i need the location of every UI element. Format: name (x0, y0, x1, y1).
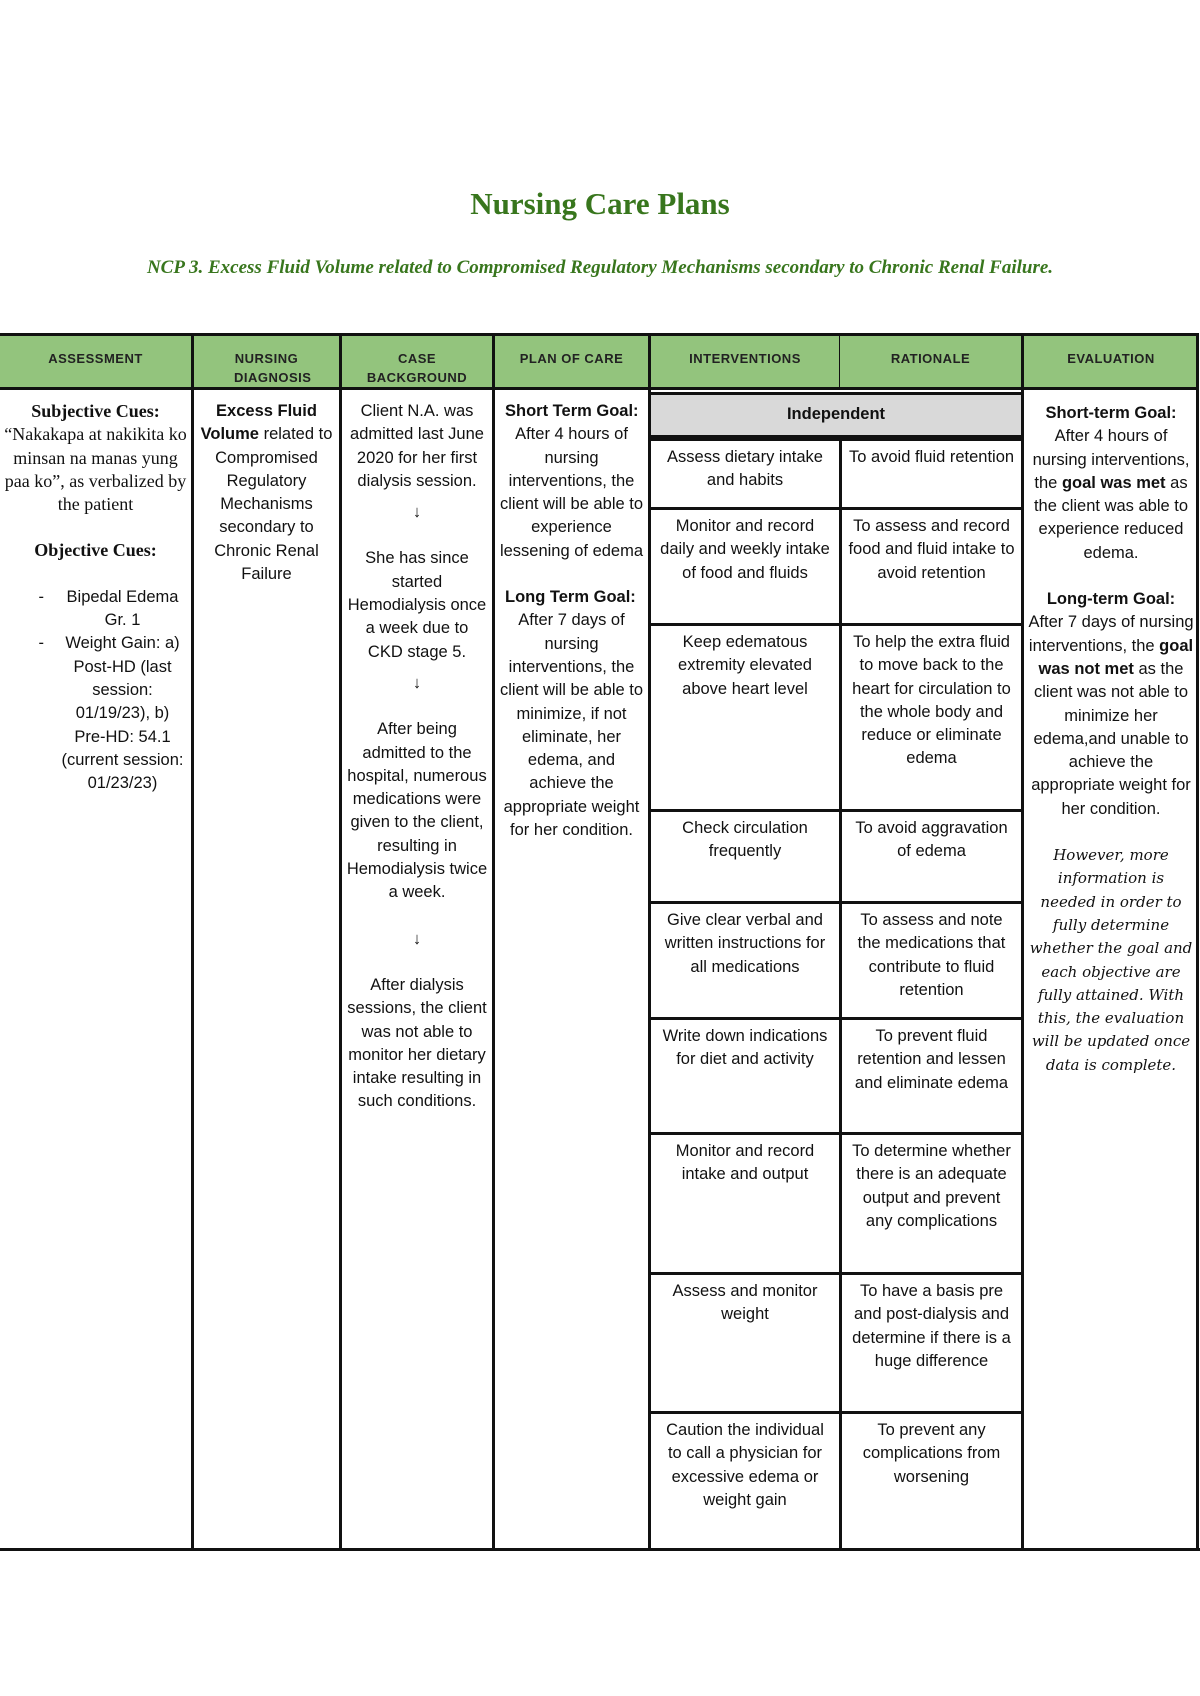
evaluation-cell: Short-term Goal: After 4 hours of nursin… (1021, 390, 1198, 1550)
rationale-cell: To prevent fluid retention and lessen an… (839, 1017, 1021, 1132)
case-paragraph: Client N.A. was admitted last June 2020 … (350, 402, 484, 490)
rationale-cell: To avoid fluid retention (839, 438, 1021, 507)
intervention-cell: Keep edematous extremity elevated above … (648, 623, 839, 809)
diagnosis-text: related to Compromised Regulatory Mechan… (214, 425, 333, 584)
intervention-cell: Assess dietary intake and habits (648, 438, 839, 507)
rationale-cell: To prevent any complications from worsen… (839, 1411, 1021, 1550)
header-label: NURSING DIAGNOSIS (234, 351, 312, 385)
header-case-background: CASE BACKGROUND (339, 333, 492, 390)
rationale-cell: To help the extra fluid to move back to … (839, 623, 1021, 809)
long-term-goal-label: Long Term Goal: (505, 588, 636, 607)
intervention-cell: Caution the individual to call a physici… (648, 1411, 839, 1550)
rationale-cell: To have a basis pre and post-dialysis an… (839, 1272, 1021, 1411)
case-paragraph: After being admitted to the hospital, nu… (346, 720, 488, 902)
header-label: INTERVENTIONS (689, 351, 801, 366)
rationale-cell: To assess and record food and fluid inta… (839, 507, 1021, 623)
header-plan-of-care: PLAN OF CARE (492, 333, 648, 390)
eval-long-label: Long-term Goal: (1046, 590, 1176, 609)
rationale-cell: To avoid aggravation of edema (839, 809, 1021, 901)
header-label: ASSESSMENT (48, 351, 143, 366)
intervention-cell: Monitor and record intake and output (648, 1132, 839, 1272)
objective-item: - Bipedal Edema Gr. 1 (38, 587, 179, 630)
header-label: CASE BACKGROUND (366, 351, 468, 385)
header-nursing-diagnosis: NURSING DIAGNOSIS (191, 333, 339, 390)
eval-long-text: After 7 days of nursing interventions, t… (1028, 613, 1194, 818)
intervention-cell: Monitor and record daily and weekly inta… (648, 507, 839, 623)
arrow-down-icon: ↓ (412, 503, 422, 522)
short-term-goal-text: After 4 hours of nursing interventions, … (499, 425, 644, 560)
diagnosis-bold: Excess Fluid Volume (200, 402, 317, 444)
plan-of-care-cell: Short Term Goal: After 4 hours of nursin… (492, 390, 648, 1550)
eval-short-text: After 4 hours of nursing interventions, … (1032, 427, 1190, 562)
header-label: EVALUATION (1067, 351, 1155, 366)
table-right-border (1196, 333, 1199, 1551)
arrow-down-icon: ↓ (412, 673, 422, 692)
page-subtitle: NCP 3. Excess Fluid Volume related to Co… (146, 257, 1054, 278)
intervention-cell: Assess and monitor weight (648, 1272, 839, 1411)
case-paragraph: After dialysis sessions, the client was … (347, 975, 487, 1111)
header-rationale: RATIONALE (839, 333, 1021, 390)
arrow-down-icon: ↓ (412, 929, 422, 948)
header-label: RATIONALE (890, 351, 971, 366)
nursing-diagnosis-cell: Excess Fluid Volume related to Compromis… (191, 390, 339, 1550)
rationale-cell: To assess and note the medications that … (839, 901, 1021, 1017)
intervention-cell: Write down indications for diet and acti… (648, 1017, 839, 1132)
rationale-cell: To determine whether there is an adequat… (839, 1132, 1021, 1272)
intervention-cell: Check circulation frequently (648, 809, 839, 901)
independent-label: Independent (648, 392, 1021, 438)
eval-note: However, more information is needed in o… (1029, 846, 1193, 1074)
case-paragraph: She has since started Hemodialysis once … (347, 549, 487, 661)
page-title: Nursing Care Plans (470, 186, 730, 221)
header-assessment: ASSESSMENT (0, 333, 191, 390)
table-bottom-border (0, 1548, 1200, 1551)
subjective-text: “Nakakapa at nakikita ko minsan na manas… (4, 424, 187, 515)
eval-short-label: Short-term Goal: (1045, 404, 1177, 422)
long-term-goal-text: After 7 days of nursing interventions, t… (499, 611, 644, 840)
objective-label: Objective Cues: (34, 540, 157, 561)
objective-item: - Weight Gain: a) Post-HD (last session: … (38, 634, 184, 793)
case-background-cell: Client N.A. was admitted last June 2020 … (339, 390, 492, 1550)
short-term-goal-label: Short Term Goal: (505, 402, 639, 420)
intervention-cell: Give clear verbal and written instructio… (648, 901, 839, 1017)
subjective-label: Subjective Cues: (31, 401, 160, 421)
header-label: PLAN OF CARE (519, 351, 624, 366)
assessment-cell: Subjective Cues: “Nakakapa at nakikita k… (0, 390, 191, 1550)
header-interventions: INTERVENTIONS (648, 333, 839, 390)
header-evaluation: EVALUATION (1021, 333, 1198, 390)
